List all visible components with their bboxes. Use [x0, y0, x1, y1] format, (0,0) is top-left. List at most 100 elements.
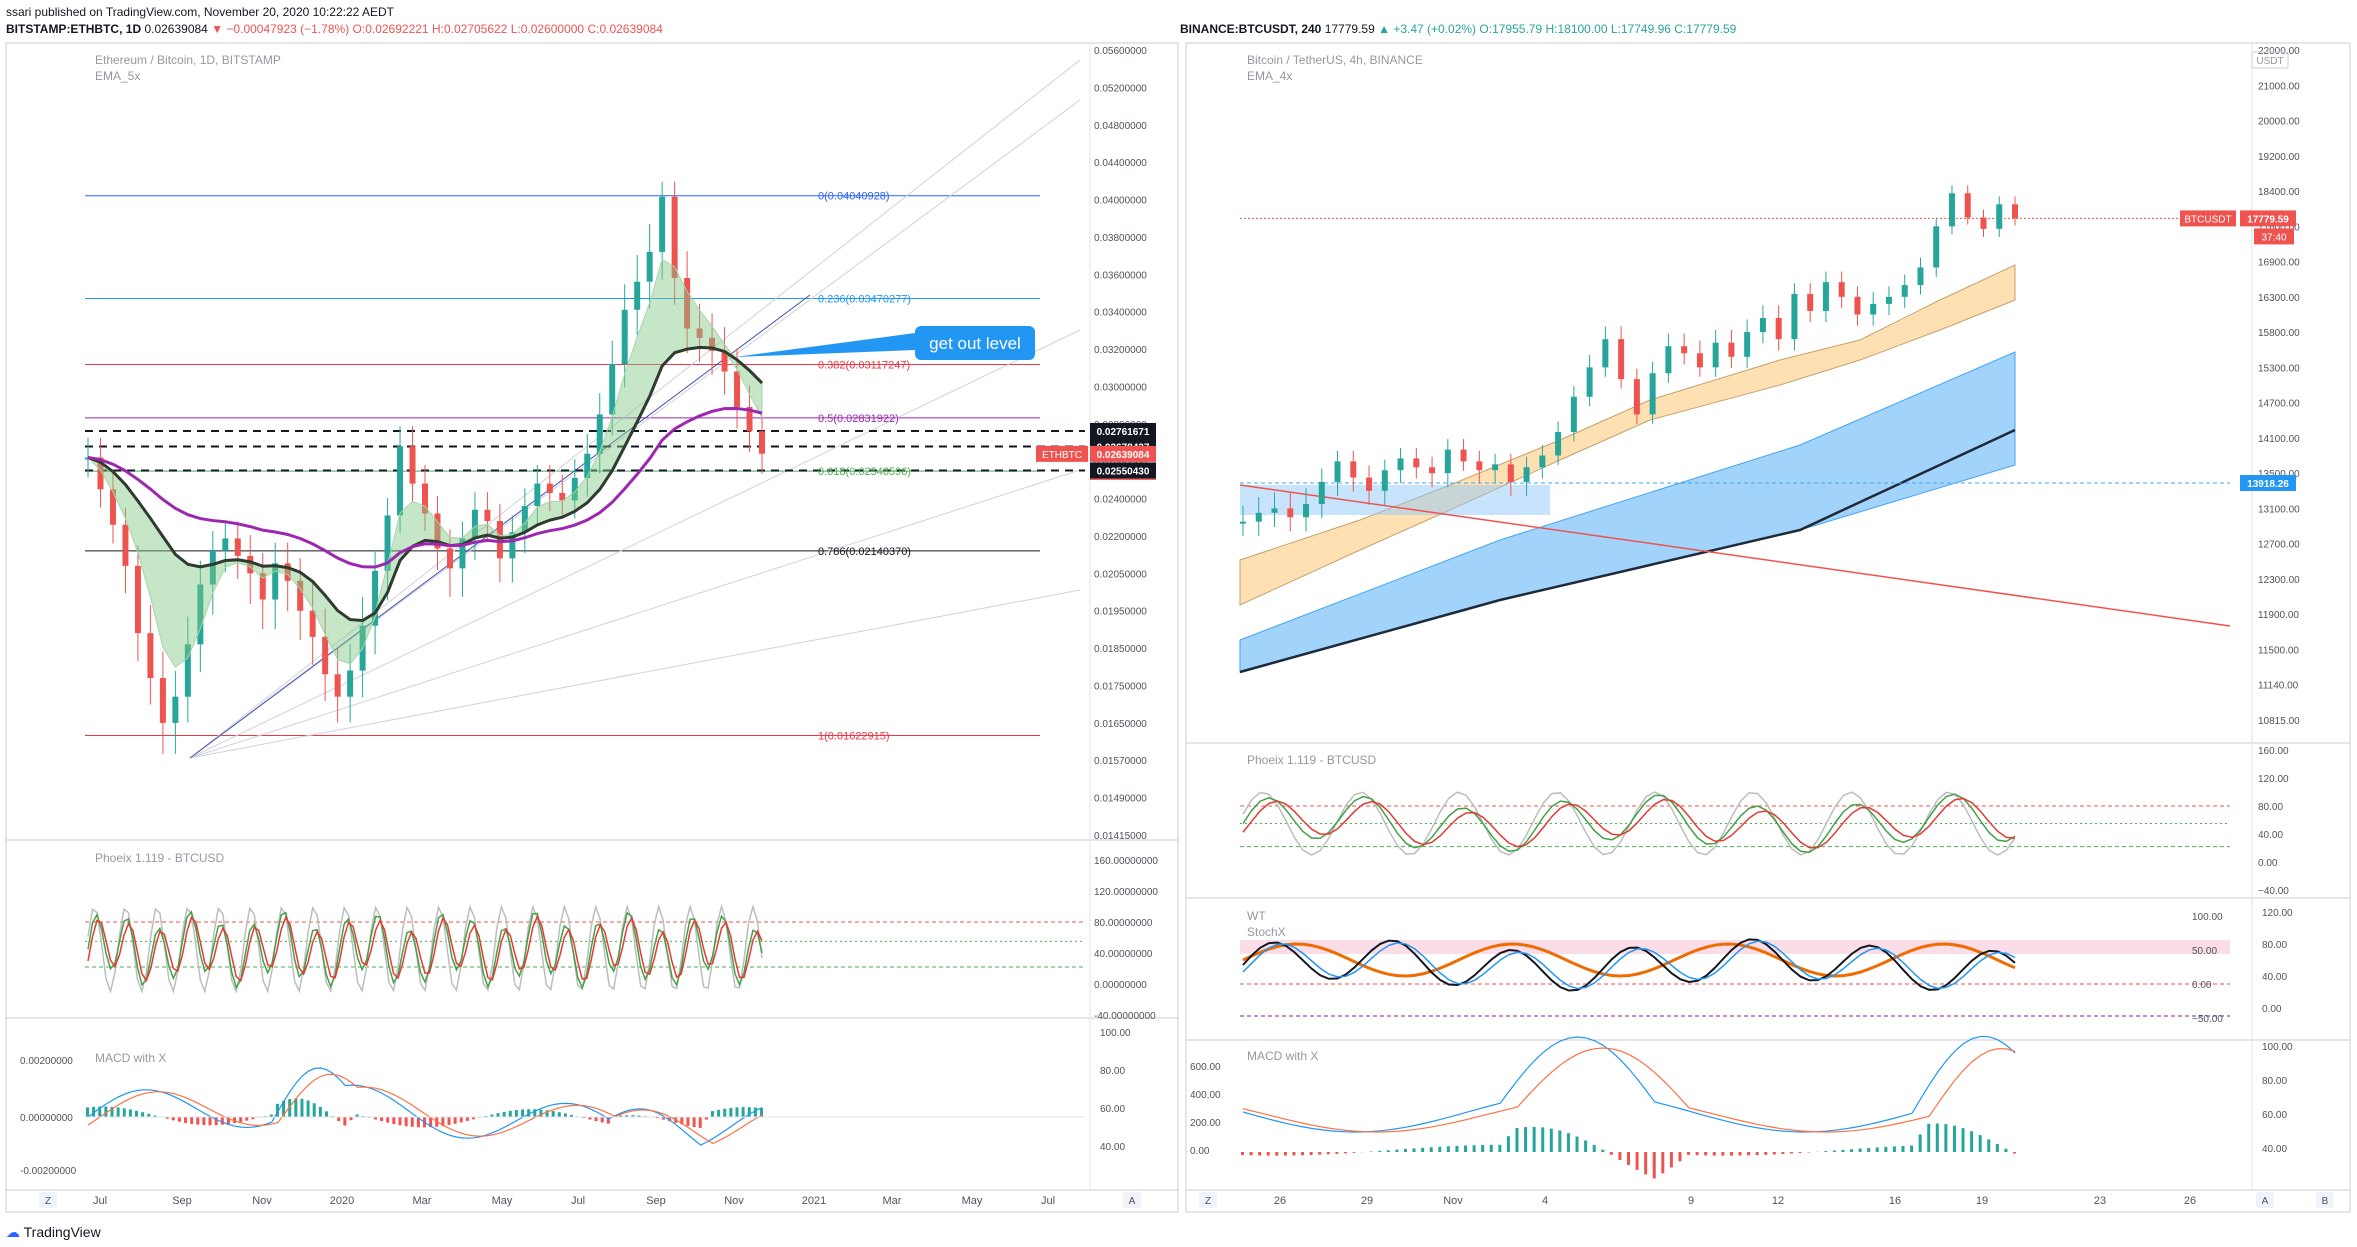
- macd-hist-bar: [1275, 1152, 1279, 1156]
- candle-body: [1476, 461, 1483, 471]
- fib-level-label: 1(0.01622915): [818, 731, 890, 743]
- macd-hist-bar: [1301, 1152, 1305, 1156]
- candle-body: [1460, 449, 1467, 462]
- candle-body: [197, 584, 204, 645]
- macd-hist-bar: [521, 1109, 525, 1117]
- y-tick-label: -0.00200000: [20, 1166, 77, 1177]
- y-tick-label: 160.00000000: [1094, 856, 1158, 867]
- macd-hist-bar: [1867, 1147, 1871, 1152]
- macd-hist-bar: [116, 1107, 120, 1117]
- macd-hist-bar: [1472, 1145, 1476, 1152]
- x-tick-label: 12: [1772, 1195, 1784, 1207]
- macd-hist-bar: [1944, 1124, 1948, 1152]
- macd-hist-bar: [92, 1106, 96, 1117]
- x-tick-label: Nov: [252, 1195, 272, 1207]
- price-tag-box: [1090, 445, 1156, 462]
- fib-level-label: 0.618(0.02546596): [818, 466, 911, 478]
- macd-hist-bar: [1927, 1123, 1931, 1152]
- macd-hist-bar: [668, 1117, 672, 1122]
- currency-label: USDT: [2256, 56, 2283, 67]
- candle-body: [521, 506, 528, 533]
- macd-hist-bar: [1515, 1127, 1519, 1152]
- macd-hist-bar: [184, 1117, 188, 1123]
- y-tick-label: 11140.00: [2258, 681, 2299, 692]
- ema-slow-line: [1239, 428, 2016, 674]
- axis-mode-button: [1123, 1192, 1141, 1208]
- macd-hist-bar: [600, 1117, 604, 1123]
- candle-body: [184, 644, 191, 697]
- macd-hist-bar: [349, 1117, 353, 1121]
- trend-line: [1239, 484, 2231, 627]
- x-tick-label: Sep: [172, 1195, 192, 1207]
- right-symbol[interactable]: BINANCE:BTCUSDT, 240: [1180, 22, 1322, 36]
- indicator-title: Phoeix 1.119 - BTCUSD: [1247, 753, 1376, 767]
- macd-hist-bar: [637, 1115, 641, 1117]
- macd-hist-bar: [710, 1111, 714, 1117]
- macd-hist-bar: [1481, 1144, 1485, 1152]
- candle-body: [122, 524, 129, 566]
- y-tick-label: 120.00: [2258, 774, 2289, 785]
- y-tick-label: 0.01650000: [1094, 719, 1147, 730]
- macd-hist-bar: [1635, 1152, 1639, 1170]
- macd-hist-bar: [128, 1109, 132, 1117]
- left-low: L:0.02600000: [510, 22, 585, 36]
- y-tick-label: 0.04000000: [1094, 196, 1147, 207]
- macd-hist-bar: [1566, 1133, 1570, 1152]
- candle-body: [621, 309, 628, 364]
- y-tick-label: 0.02400000: [1094, 495, 1147, 506]
- candle-body: [721, 350, 728, 372]
- candle-body: [1602, 339, 1609, 368]
- candle-body: [584, 453, 591, 479]
- macd-hist-bar: [1343, 1152, 1347, 1154]
- candle-body: [1964, 193, 1971, 218]
- price-tag-label: 13918.26: [2247, 479, 2289, 490]
- tradingview-logo[interactable]: ☁ TradingView: [6, 1224, 101, 1241]
- macd-hist-bar: [1875, 1147, 1879, 1152]
- candle-body: [671, 196, 678, 279]
- candle-body: [409, 446, 416, 484]
- x-tick-label: Sep: [646, 1195, 666, 1207]
- candle-body: [384, 515, 391, 571]
- macd-hist-bar: [704, 1117, 708, 1120]
- macd-hist-bar: [1283, 1152, 1287, 1156]
- x-tick-label: Mar: [413, 1195, 432, 1207]
- y-tick-label: 19200.00: [2258, 152, 2300, 163]
- candle-body: [1728, 342, 1735, 357]
- candle-body: [422, 483, 428, 514]
- macd-hist-bar: [1952, 1125, 1956, 1152]
- y-tick-label: 0.03800000: [1094, 233, 1147, 244]
- candle-body: [1681, 346, 1688, 354]
- macd-hist-bar: [686, 1117, 690, 1126]
- y-tick-label: 18400.00: [2258, 187, 2300, 198]
- y-tick-label: 40.00: [2258, 830, 2283, 841]
- macd-hist-bar: [1429, 1147, 1433, 1152]
- macd-hist-bar: [1249, 1152, 1253, 1156]
- symbol-tag-label: ETHBTC: [1042, 450, 1082, 461]
- y-tick-label: 11900.00: [2258, 610, 2299, 621]
- candle-body: [471, 509, 478, 539]
- publish-info: ssari published on TradingView.com, Nove…: [6, 5, 395, 19]
- y-tick-label: 0.01490000: [1094, 794, 1147, 805]
- macd-hist-bar: [300, 1098, 304, 1117]
- macd-hist-bar: [1721, 1152, 1725, 1156]
- oscillator-fast: [1242, 793, 2016, 854]
- y-tick-label: 40.00000000: [1094, 949, 1153, 960]
- y-tick-label: 0.01570000: [1094, 756, 1147, 767]
- macd-hist-bar: [1644, 1152, 1648, 1175]
- wave-slow: [1242, 940, 2016, 990]
- macd-hist-bar: [1541, 1127, 1545, 1152]
- candle-body: [272, 563, 279, 600]
- candle-body: [596, 414, 603, 454]
- candle-body: [1791, 293, 1798, 340]
- macd-hist-bar: [1918, 1134, 1922, 1152]
- y-tick-label: 0.04800000: [1094, 121, 1147, 132]
- candle-body: [1429, 467, 1436, 474]
- candle-body: [322, 636, 329, 675]
- macd-hist-bar: [1455, 1145, 1459, 1152]
- left-high: H:0.02705622: [431, 22, 508, 36]
- macd-hist-bar: [1935, 1123, 1939, 1152]
- left-symbol[interactable]: BITSTAMP:ETHBTC, 1D: [6, 22, 142, 36]
- macd-hist-bar: [226, 1117, 230, 1125]
- candle-body: [109, 489, 116, 525]
